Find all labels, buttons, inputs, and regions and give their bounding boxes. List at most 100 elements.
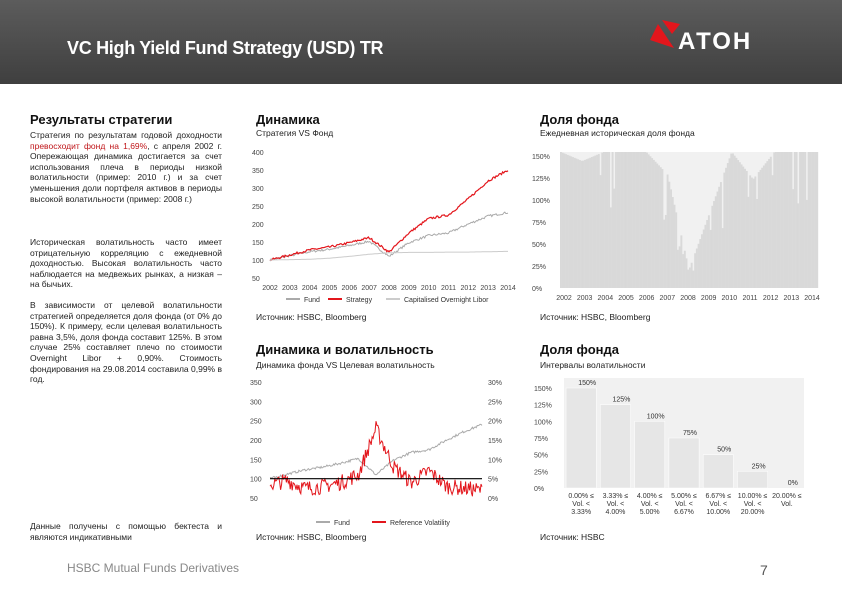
y-axis-tick: 300 bbox=[250, 399, 262, 406]
share-bar bbox=[695, 248, 698, 288]
legend-label: Reference Volatility bbox=[390, 520, 450, 527]
y-axis-tick: 100 bbox=[250, 477, 262, 484]
x-axis-category-label: 20.00% bbox=[741, 509, 765, 516]
share-bar bbox=[701, 234, 703, 288]
y2-axis-tick: 5% bbox=[488, 477, 498, 484]
volatility-subtitle: Динамика фонда VS Целевая волатильность bbox=[256, 360, 435, 370]
share-bar bbox=[711, 205, 714, 288]
share-bar bbox=[649, 156, 652, 288]
share-bar bbox=[654, 161, 657, 288]
x-axis-tick: 2009 bbox=[701, 295, 717, 302]
share-bar bbox=[596, 154, 599, 288]
x-axis-category-label: Vol. < bbox=[675, 501, 693, 508]
share-bar bbox=[742, 166, 745, 288]
share-bar bbox=[726, 163, 729, 288]
x-axis-tick: 2010 bbox=[421, 285, 437, 292]
aton-logo bbox=[650, 20, 680, 48]
share-bar bbox=[814, 152, 817, 288]
share-bar bbox=[599, 175, 602, 288]
share-bar bbox=[685, 258, 688, 288]
y-axis-tick: 100 bbox=[252, 258, 264, 265]
bar-data-label: 0% bbox=[788, 480, 798, 487]
share-bar bbox=[663, 219, 666, 288]
y-axis-tick: 25% bbox=[532, 264, 546, 271]
x-axis-tick: 2007 bbox=[660, 295, 676, 302]
share-bar bbox=[771, 175, 774, 288]
x-axis-tick: 2011 bbox=[742, 295, 757, 302]
fund-share-chart: 150% 125% 100% 75% 50% 25% 0% 2002 2003 2004 2005 2… bbox=[532, 152, 820, 302]
share-bar bbox=[706, 220, 709, 288]
share-bar bbox=[805, 199, 808, 288]
share-bar bbox=[752, 178, 755, 288]
series-line-fund bbox=[269, 211, 509, 262]
results-p1-highlight: превосходит фонд на 1,69% bbox=[30, 140, 148, 151]
share-bar bbox=[601, 152, 604, 288]
y-axis-tick: 75% bbox=[534, 436, 548, 443]
y-axis-tick: 50 bbox=[250, 496, 258, 503]
x-axis-category-label: 5.00% ≤ bbox=[671, 493, 697, 500]
share-bar bbox=[625, 152, 628, 288]
share-bar bbox=[584, 159, 586, 288]
x-axis-category-label: Vol. < bbox=[607, 501, 625, 508]
x-axis-category-label: 6.67% bbox=[674, 509, 694, 516]
share-bar bbox=[666, 174, 669, 288]
share-bar bbox=[642, 152, 645, 288]
legend-label: Capitalised Overnight Libor bbox=[404, 297, 489, 304]
share-bar bbox=[651, 158, 654, 288]
share-bar bbox=[633, 152, 636, 288]
share-bar bbox=[618, 152, 621, 288]
share-bar bbox=[587, 158, 590, 288]
share-bar bbox=[778, 152, 781, 288]
y-axis-tick: 150% bbox=[534, 386, 552, 393]
share-bar bbox=[694, 253, 697, 288]
x-axis-category-label: 3.33% ≤ bbox=[603, 493, 629, 500]
share-bar bbox=[776, 152, 779, 288]
interval-bar bbox=[737, 471, 768, 489]
series-line-reference-volatility bbox=[269, 421, 483, 497]
share-bar bbox=[725, 167, 728, 288]
share-bar bbox=[797, 203, 800, 288]
intervals-chart: 150%125%100%75%50%25%0%150%0.00% ≤Vol. <… bbox=[534, 378, 804, 516]
share-bar bbox=[630, 152, 633, 288]
share-bar bbox=[658, 165, 660, 288]
share-bar bbox=[728, 158, 731, 288]
bar-data-label: 125% bbox=[612, 397, 630, 404]
y-axis-tick: 250 bbox=[250, 419, 262, 426]
y-axis-tick: 150 bbox=[252, 240, 264, 247]
share-bar bbox=[604, 152, 607, 288]
share-bar bbox=[802, 152, 805, 288]
share-bar bbox=[804, 152, 807, 288]
share-bar bbox=[668, 181, 671, 288]
share-bar bbox=[792, 189, 795, 288]
share-bar bbox=[615, 152, 617, 288]
x-axis-category-label: Vol. < bbox=[744, 501, 762, 508]
share-bar bbox=[611, 152, 614, 288]
x-axis-tick: 2013 bbox=[480, 285, 496, 292]
share-bar bbox=[793, 152, 796, 288]
share-bar bbox=[716, 191, 719, 288]
share-bar bbox=[680, 235, 683, 288]
y-axis-tick: 300 bbox=[252, 186, 264, 193]
y-axis-tick: 50 bbox=[252, 276, 260, 283]
y2-axis-tick: 30% bbox=[488, 380, 502, 387]
share-bar bbox=[785, 152, 788, 288]
x-axis-tick: 2007 bbox=[361, 285, 377, 292]
share-bar bbox=[690, 262, 693, 288]
results-title: Результаты стратегии bbox=[30, 112, 173, 127]
share-bar bbox=[603, 152, 605, 288]
share-bar bbox=[719, 182, 722, 288]
y-axis-tick: 125% bbox=[532, 176, 550, 183]
results-paragraph-3: В зависимости от целевой волатильности с… bbox=[30, 300, 222, 385]
x-axis-tick: 2008 bbox=[680, 295, 696, 302]
share-bar bbox=[714, 196, 717, 288]
share-bar bbox=[759, 169, 762, 288]
share-bar bbox=[647, 154, 650, 288]
y-axis-tick: 200 bbox=[250, 438, 262, 445]
share-bar bbox=[697, 243, 700, 288]
share-bar bbox=[709, 229, 712, 288]
dynamics-title: Динамика bbox=[256, 112, 320, 127]
share-bar bbox=[704, 224, 707, 288]
page-title: VC High Yield Fund Strategy (USD) TR bbox=[67, 38, 384, 58]
indicative-note: Данные получены с помощью бектеста и явл… bbox=[30, 521, 222, 542]
x-axis-category-label: 4.00% ≤ bbox=[637, 493, 663, 500]
